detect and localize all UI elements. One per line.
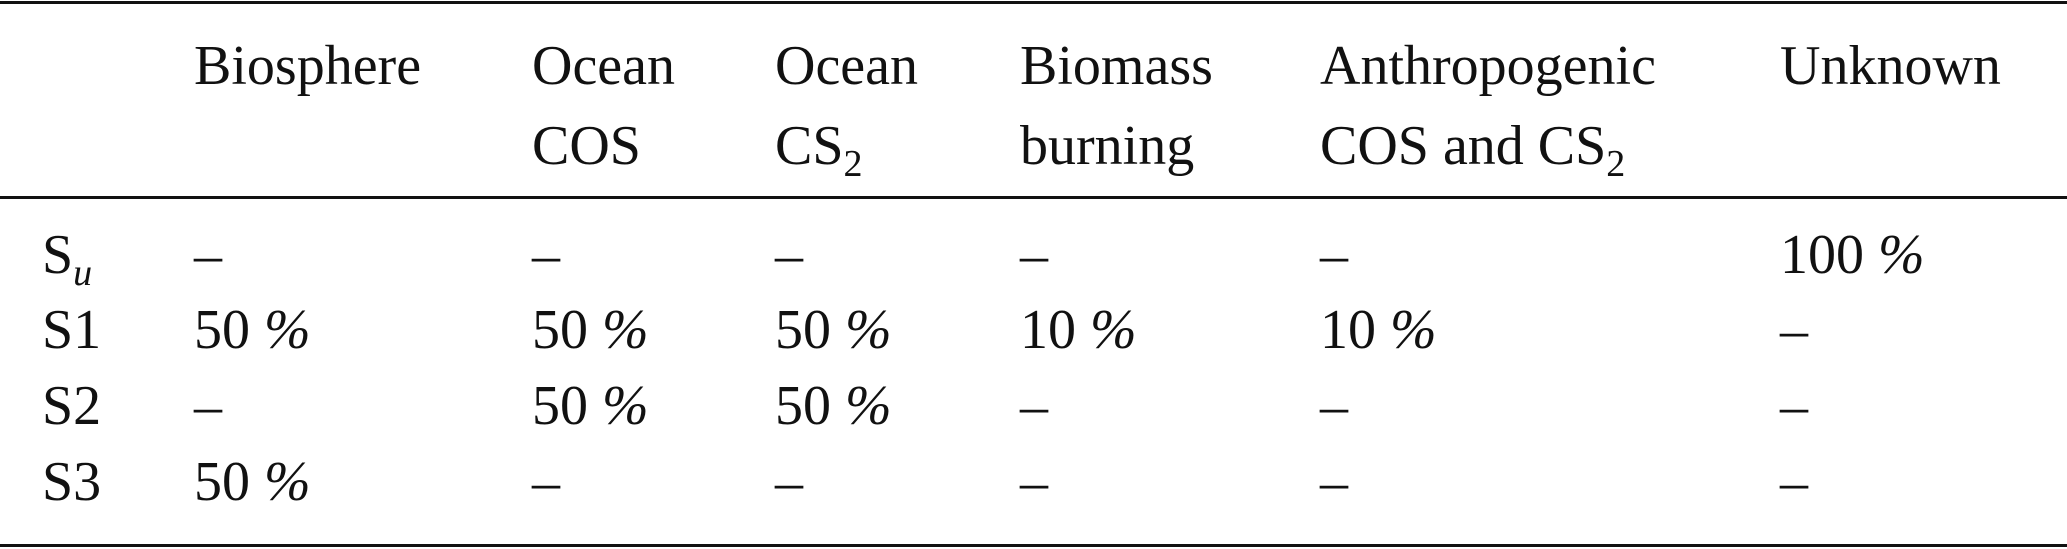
table-cell: 50 %: [532, 299, 649, 361]
subscript: 2: [1606, 143, 1626, 185]
table-cell: –: [194, 224, 222, 286]
header-anthropogenic: Anthropogenic COS and CS2: [1320, 26, 1656, 186]
table-cell: –: [1020, 224, 1048, 286]
header-ocean-cos: Ocean COS: [532, 26, 675, 186]
percent-sign: %: [845, 375, 892, 437]
subscript: u: [73, 252, 93, 294]
percent-sign: %: [845, 299, 892, 361]
header-line: burning: [1020, 115, 1195, 177]
row-label-s1: S1: [42, 299, 102, 361]
header-line: Biomass: [1020, 35, 1213, 97]
header-unknown: Unknown: [1780, 26, 2001, 106]
table-cell: –: [532, 451, 560, 513]
table-cell: 100 %: [1780, 224, 1925, 286]
header-line: COS and CS2: [1320, 115, 1626, 185]
table-cell: 50 %: [194, 451, 311, 513]
header-line: Unknown: [1780, 35, 2001, 97]
table-cell: –: [1780, 375, 1808, 437]
header-line: Anthropogenic: [1320, 35, 1656, 97]
percent-sign: %: [1090, 299, 1137, 361]
table-cell: –: [1320, 375, 1348, 437]
table-cell: –: [1320, 451, 1348, 513]
table-cell: 10 %: [1020, 299, 1137, 361]
header-line: CS2: [775, 115, 863, 185]
header-ocean-cs2: Ocean CS2: [775, 26, 918, 186]
header-biomass-burning: Biomass burning: [1020, 26, 1213, 186]
table-bottom-rule: [0, 544, 2067, 547]
percent-sign: %: [1878, 224, 1925, 286]
table-cell: –: [1780, 451, 1808, 513]
percent-sign: %: [264, 299, 311, 361]
row-label-s2: S2: [42, 375, 102, 437]
table-cell: 50 %: [775, 375, 892, 437]
table-cell: –: [194, 375, 222, 437]
header-line: Biosphere: [194, 35, 422, 97]
table-cell: –: [1020, 375, 1048, 437]
table-cell: –: [775, 224, 803, 286]
table-cell: –: [775, 451, 803, 513]
percent-sign: %: [602, 299, 649, 361]
header-line: COS: [532, 115, 641, 177]
percent-sign: %: [602, 375, 649, 437]
percent-sign: %: [264, 451, 311, 513]
table-cell: 50 %: [532, 375, 649, 437]
subscript: 2: [843, 143, 863, 185]
table-cell: 50 %: [775, 299, 892, 361]
row-label-s3: S3: [42, 451, 102, 513]
row-label-su: Su: [42, 224, 93, 294]
table-cell: 50 %: [194, 299, 311, 361]
table-header-rule: [0, 196, 2067, 199]
header-line: Ocean: [532, 35, 676, 97]
table-cell: –: [1020, 451, 1048, 513]
table-cell: 10 %: [1320, 299, 1437, 361]
header-biosphere: Biosphere: [194, 26, 421, 106]
table-top-rule: [0, 1, 2067, 4]
table-cell: –: [1320, 224, 1348, 286]
header-line: Ocean: [775, 35, 919, 97]
table-cell: –: [1780, 299, 1808, 361]
table-cell: –: [532, 224, 560, 286]
percent-sign: %: [1390, 299, 1437, 361]
